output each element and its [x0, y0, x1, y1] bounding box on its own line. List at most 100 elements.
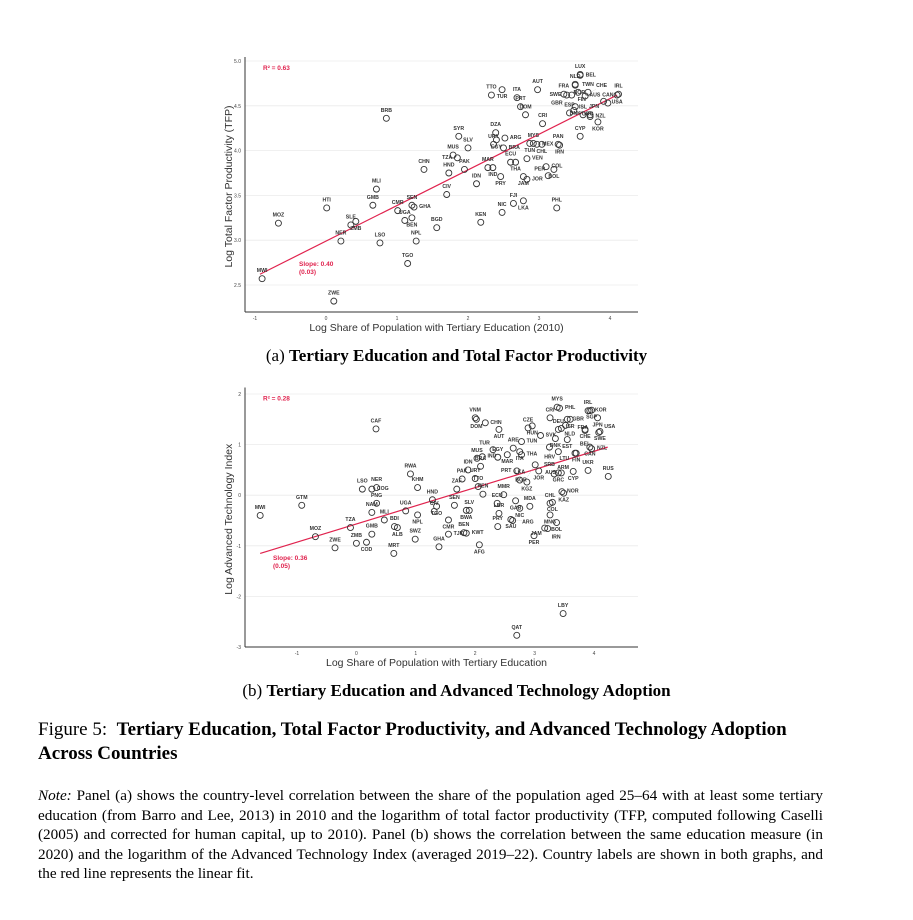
data-point-sle: [347, 221, 355, 229]
point-label: CYP: [575, 126, 586, 132]
data-point-khm: [414, 484, 422, 492]
point-label: URY: [470, 468, 481, 474]
point-label: NIC: [498, 202, 507, 208]
data-point-sen: [408, 201, 416, 209]
point-label: URY: [488, 134, 499, 140]
point-label: FRA: [559, 84, 570, 90]
data-point-mrt: [390, 549, 398, 557]
data-point-tto: [474, 483, 482, 491]
data-point-ltu: [571, 449, 579, 457]
data-point-lka: [519, 197, 527, 205]
data-point-nld: [557, 424, 565, 432]
data-point-rus: [604, 473, 612, 480]
data-point-che: [581, 92, 589, 100]
y-tick-label: 2.5: [234, 283, 241, 289]
data-point-arg: [501, 134, 509, 142]
data-point-jpn: [586, 111, 594, 119]
data-point-phl: [556, 404, 563, 412]
point-label: CIV: [442, 184, 451, 190]
point-label: KHM: [412, 477, 424, 483]
point-label: EGY: [491, 144, 502, 150]
data-point-tun: [518, 438, 525, 446]
point-label: GHA: [419, 204, 431, 210]
point-label: SWE: [550, 92, 562, 98]
point-label: DZA: [490, 122, 501, 128]
data-point-dnk: [551, 435, 559, 442]
point-label: IRN: [555, 150, 564, 156]
data-point-can: [604, 99, 612, 107]
data-point-slv: [465, 506, 473, 514]
point-label: NIC: [515, 513, 524, 519]
point-label: MEX: [542, 141, 554, 147]
data-point-caf: [372, 425, 380, 433]
point-label: NZL: [596, 114, 607, 120]
point-label: NER: [335, 231, 346, 237]
point-label: ZMB: [351, 533, 362, 539]
data-point-rwa: [407, 470, 414, 478]
data-point-chl: [546, 499, 554, 507]
data-point-swe: [596, 427, 604, 435]
slope-se-label: (0.05): [273, 563, 290, 570]
point-label: BRA: [475, 456, 486, 462]
point-label: ESP: [564, 102, 575, 108]
point-label: TUR: [497, 94, 508, 100]
data-point-tjk: [445, 530, 452, 538]
data-point-ita: [516, 448, 524, 456]
point-label: IND: [488, 172, 497, 178]
leader-lines: [512, 425, 578, 521]
data-point-qat: [513, 631, 521, 639]
y-axis-title: Log Total Factor Productivity (TFP): [223, 105, 235, 267]
data-point-fra: [560, 90, 568, 98]
point-label: MNG: [544, 519, 556, 525]
point-label: ARE: [508, 438, 519, 444]
data-point-lka: [516, 476, 524, 484]
point-label: SVK: [546, 432, 557, 438]
data-point-civ: [443, 191, 451, 198]
data-point-ken: [479, 490, 487, 498]
point-label: EGY: [492, 447, 503, 453]
point-label: MLI: [372, 179, 381, 185]
point-label: TZA: [345, 517, 355, 523]
y-tick-label: 5.0: [234, 59, 241, 65]
point-label: DNK: [570, 111, 581, 117]
point-label: TUN: [524, 148, 535, 154]
point-label: SYR: [453, 126, 464, 132]
fit-line: [259, 94, 618, 275]
point-label: COL: [547, 507, 559, 513]
point-label: GMB: [367, 195, 379, 201]
data-point-mys: [529, 139, 537, 147]
data-point-sgp: [588, 406, 596, 414]
point-label: CHN: [418, 159, 429, 165]
point-label: SLV: [464, 500, 474, 506]
r-squared-label: R² = 0.63: [263, 65, 290, 72]
point-label: BEN: [458, 522, 469, 528]
point-label: SWE: [594, 436, 606, 442]
point-label: MMR: [498, 484, 511, 490]
data-point-gha: [435, 543, 443, 551]
data-point-bra: [477, 462, 484, 470]
data-point-swz: [411, 535, 419, 543]
data-point-lbr: [495, 509, 503, 517]
data-point-png: [373, 499, 381, 507]
data-point-cri: [546, 414, 554, 422]
point-label: MWI: [257, 268, 268, 274]
chart-tfp-scatter: 2.5 3.0 3.5 4.0 4.5 5.0 -1 0 1 2 3 4 Log Share of Po…: [223, 57, 638, 334]
point-label: LBR: [494, 503, 505, 509]
point-label: BDI: [390, 516, 399, 522]
data-point-ner: [373, 484, 381, 492]
data-point-cod: [363, 538, 370, 546]
data-point-irn: [556, 141, 564, 149]
data-point-cri: [539, 120, 546, 128]
data-point-bdi: [390, 523, 398, 531]
x-tick-label: 1: [414, 651, 417, 657]
x-tick-label: 1: [396, 316, 399, 322]
data-point-arm: [550, 470, 558, 478]
panel-b-caption: (b) Tertiary Education and Advanced Tech…: [242, 681, 671, 700]
point-label: FJI: [510, 193, 518, 199]
y-axis-title: Log Advanced Technology Index: [223, 443, 235, 595]
data-point-slv: [464, 144, 472, 152]
point-label: LUX: [575, 64, 586, 70]
point-label: MOZ: [310, 526, 322, 532]
data-point-jor: [535, 467, 543, 475]
point-label: UGA: [400, 500, 412, 506]
